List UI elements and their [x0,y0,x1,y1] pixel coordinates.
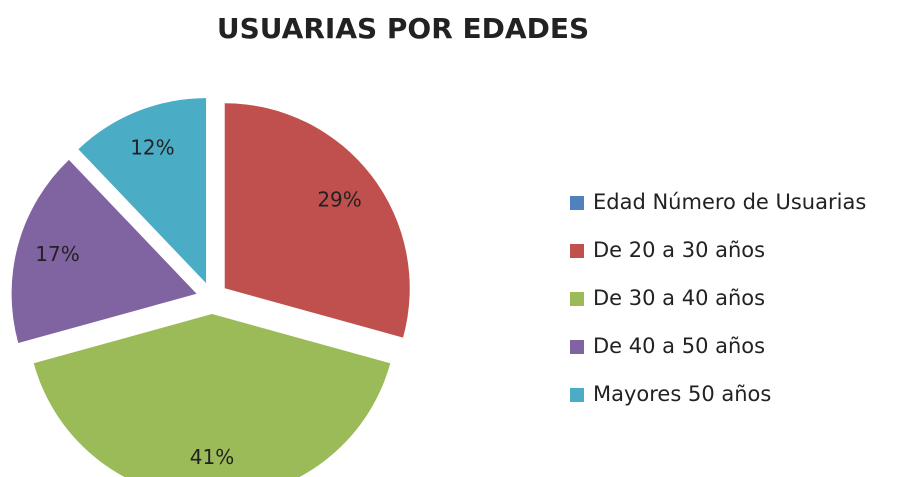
pie-slice [78,98,207,284]
legend-label: De 20 a 30 años [593,238,765,262]
pie-slice [33,314,391,477]
chart-title: USUARIAS POR EDADES [217,12,589,45]
legend-swatch [570,388,584,402]
legend-label: De 40 a 50 años [593,334,765,358]
legend-label: Edad Número de Usuarias [593,190,866,214]
data-label: 17% [35,242,79,266]
legend-swatch [570,244,584,258]
data-label: 12% [130,136,174,160]
legend-label: De 30 a 40 años [593,286,765,310]
legend-swatch [570,292,584,306]
pie-slice [11,159,197,344]
legend-swatch [570,340,584,354]
data-label: 29% [317,187,361,211]
legend-swatch [570,196,584,210]
legend-label: Mayores 50 años [593,382,771,406]
data-label: 41% [190,445,234,469]
pie-slice [224,103,410,338]
